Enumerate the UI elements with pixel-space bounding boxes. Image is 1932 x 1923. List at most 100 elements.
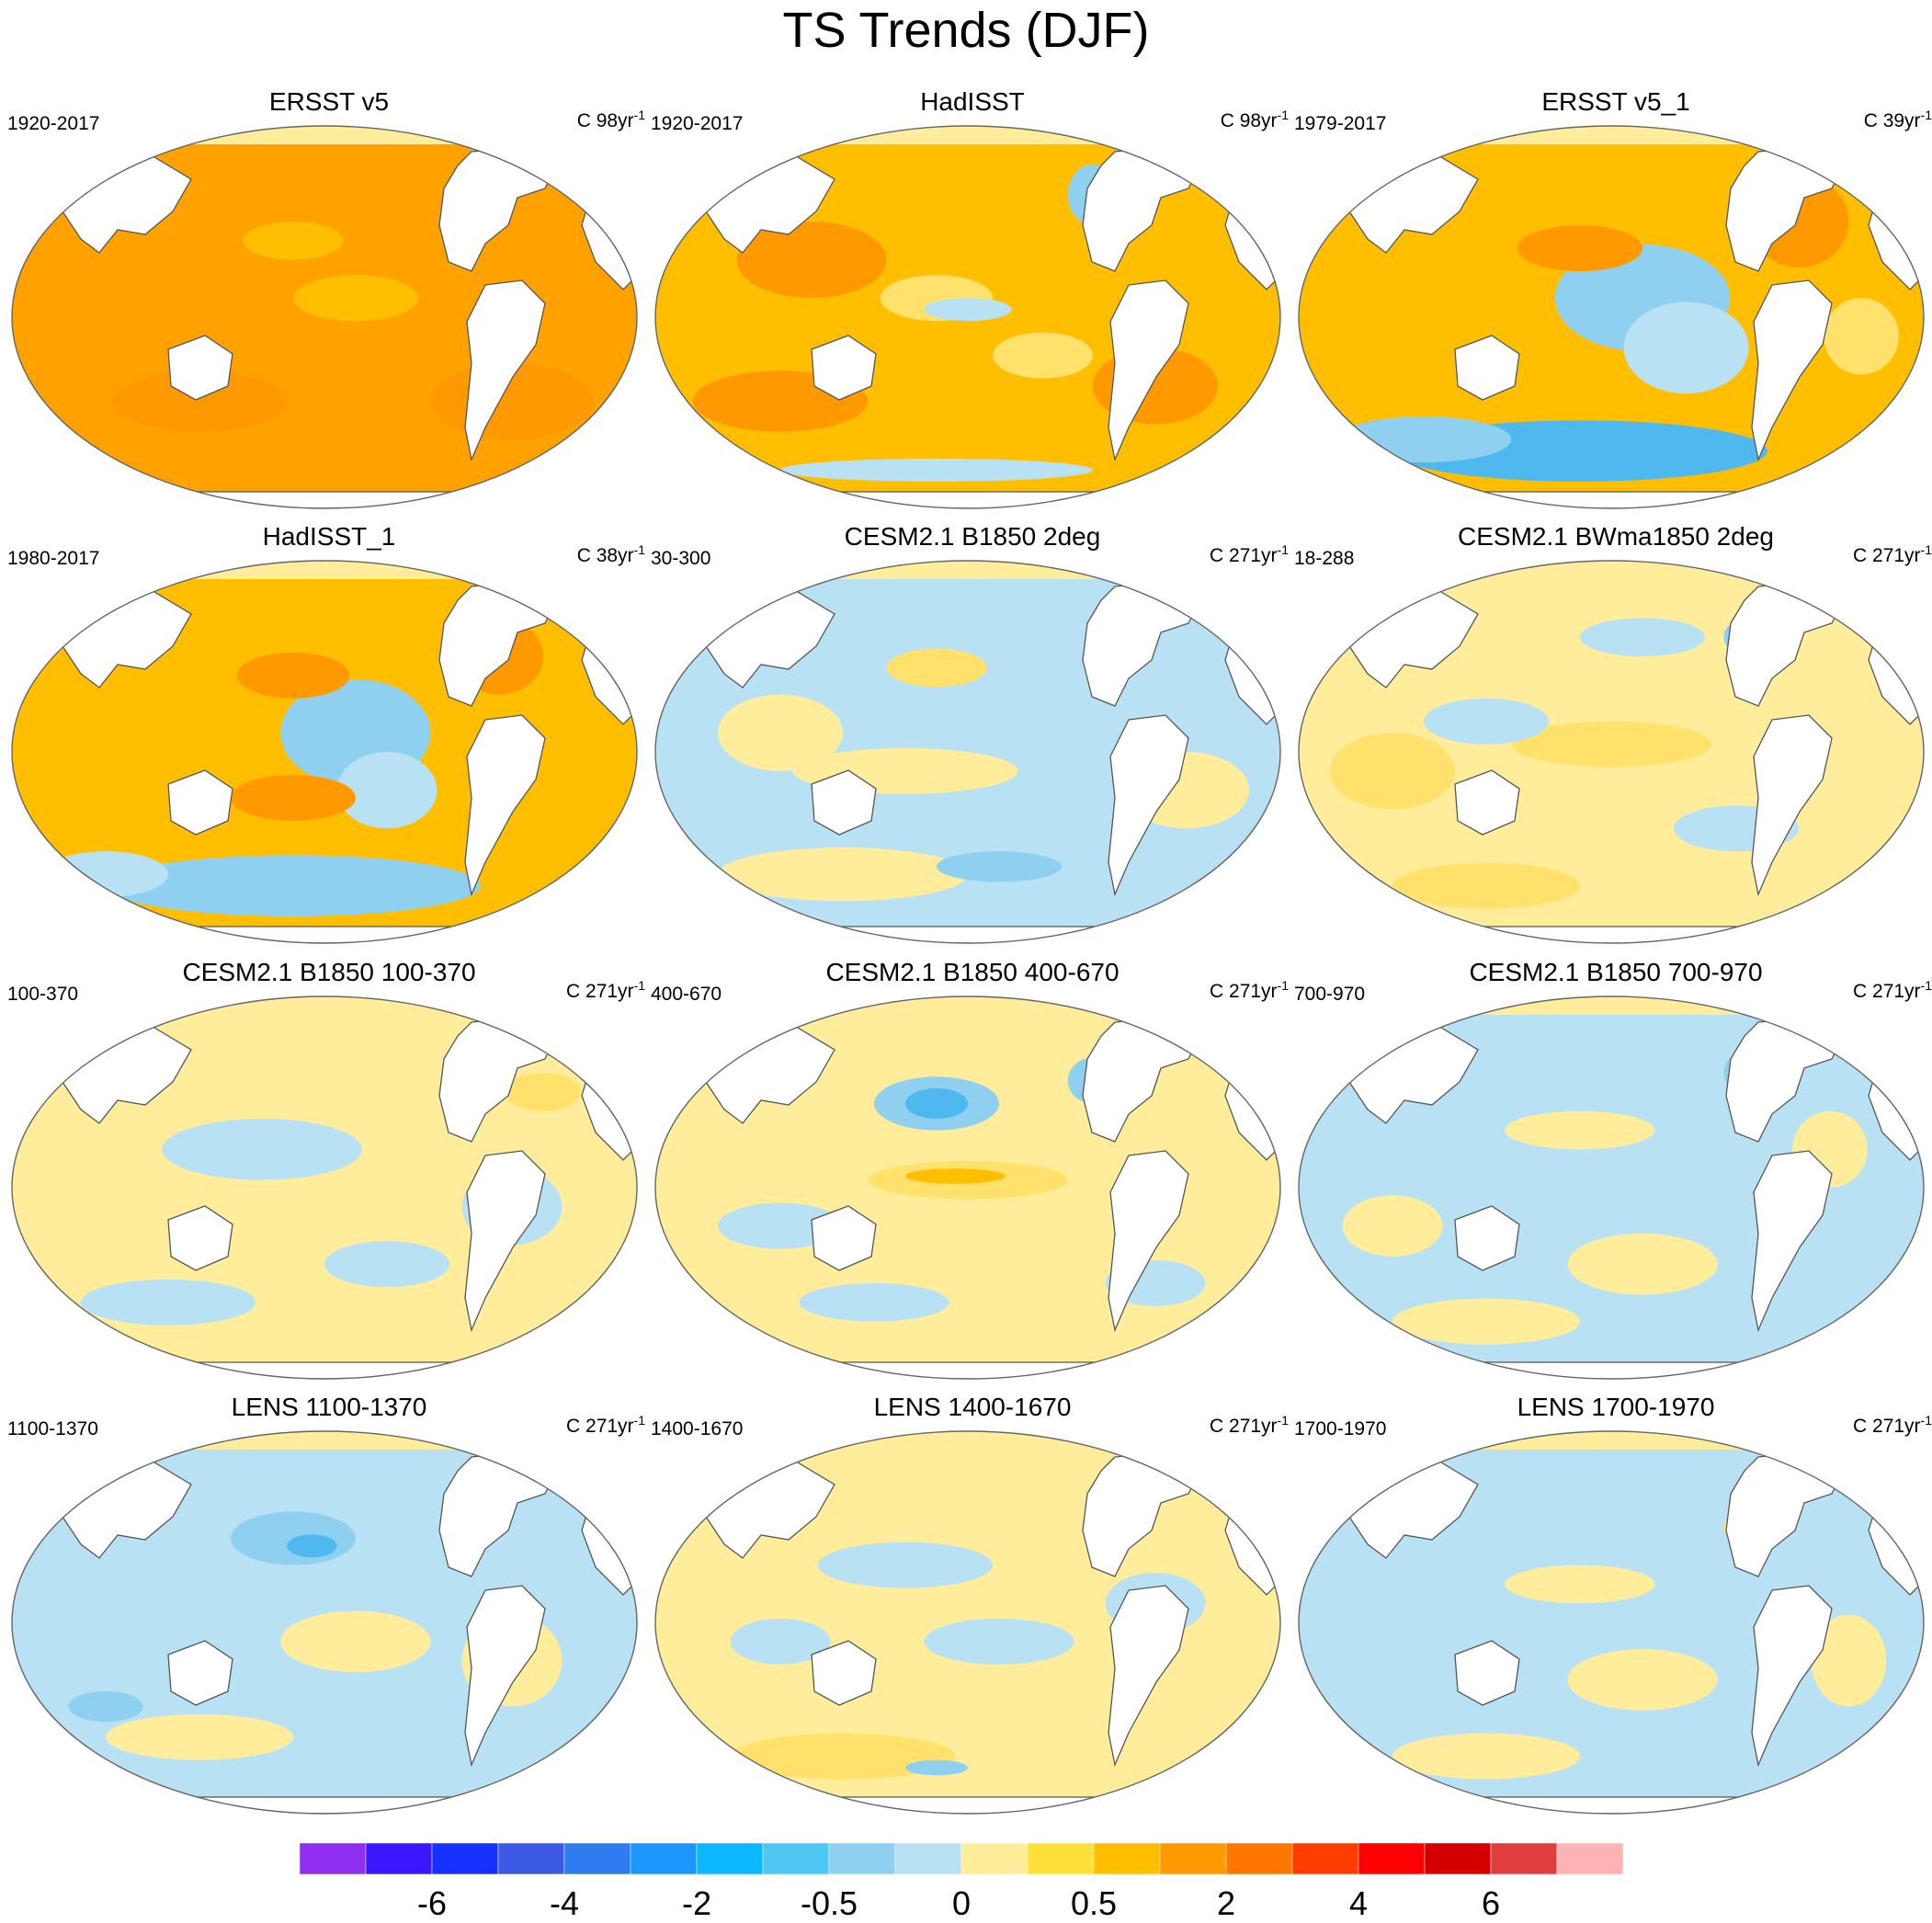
panel-period: 18-288 — [1294, 548, 1355, 569]
panel-period: 1920-2017 — [651, 113, 744, 134]
units-value: 271yr — [1872, 545, 1921, 566]
colorbar-swatch — [1490, 1842, 1558, 1875]
panel-title: HadISST — [920, 87, 1025, 116]
anomaly-region — [718, 848, 968, 902]
panel-title: HadISST_1 — [262, 522, 396, 551]
panel-units: C 271yr-1 — [1210, 1413, 1289, 1438]
panel-units: C 271yr-1 — [1853, 542, 1932, 567]
units-prefix: C — [1210, 545, 1230, 566]
units-prefix: C — [1220, 110, 1240, 131]
anomaly-region — [730, 1618, 831, 1665]
panel-period: 1400-1670 — [651, 1418, 744, 1439]
anomaly-region — [68, 1690, 143, 1723]
panel-title: LENS 1400-1670 — [873, 1393, 1072, 1421]
colorbar-swatch — [1424, 1842, 1492, 1875]
panel-title: CESM2.1 B1850 400-670 — [825, 958, 1119, 986]
panel-period: 1100-1370 — [7, 1418, 98, 1439]
anomaly-region — [106, 855, 481, 916]
anomaly-region — [336, 752, 438, 829]
anomaly-region — [780, 458, 1093, 482]
anomaly-region — [162, 1119, 362, 1180]
panel-units: C 271yr-1 — [566, 1413, 645, 1438]
map-panel: CESM2.1 B1850 400-670 400-670 C 271yr-1 — [651, 958, 1294, 1390]
colorbar-swatch — [1093, 1842, 1161, 1875]
anomaly-region — [1567, 1649, 1718, 1711]
anomaly-region — [231, 774, 356, 821]
colorbar-tick-label: -4 — [549, 1884, 579, 1922]
map-panel: CESM2.1 BWma1850 2deg 18-288 C 271yr-1 — [1294, 522, 1932, 954]
anomaly-region — [736, 222, 887, 299]
units-exponent: -1 — [1277, 542, 1289, 557]
colorbar-swatch — [828, 1842, 896, 1875]
anomaly-region — [1392, 862, 1580, 909]
units-exponent: -1 — [1920, 542, 1932, 557]
colorbar — [299, 1842, 1624, 1875]
anomaly-region — [993, 332, 1093, 379]
panel-units: C 98yr-1 — [1221, 108, 1289, 132]
anomaly-region — [1824, 298, 1899, 375]
units-exponent: -1 — [1277, 978, 1289, 993]
panel-units: C 271yr-1 — [1210, 542, 1289, 567]
units-exponent: -1 — [1277, 1413, 1289, 1428]
anomaly-region — [905, 1168, 1006, 1184]
panel-period: 1700-1970 — [1294, 1418, 1387, 1439]
anomaly-region — [1567, 1233, 1718, 1295]
units-exponent: -1 — [1920, 1413, 1932, 1428]
anomaly-region — [1392, 1298, 1580, 1345]
units-exponent: -1 — [1920, 978, 1932, 993]
anomaly-region — [905, 1759, 968, 1776]
units-exponent: -1 — [633, 542, 645, 557]
units-value: 271yr — [1229, 545, 1278, 566]
anomaly-region — [243, 222, 344, 260]
globe-map — [654, 1430, 1281, 1815]
colorbar-swatch — [696, 1842, 764, 1875]
units-value: 271yr — [1229, 1416, 1278, 1437]
anomaly-region — [111, 370, 288, 432]
anomaly-region — [1342, 1195, 1443, 1257]
map-panel: CESM2.1 B1850 2deg 30-300 C 271yr-1 — [651, 522, 1294, 954]
globe-map — [11, 560, 638, 944]
panel-title: ERSST v5 — [268, 87, 390, 116]
panel-title: CESM2.1 B1850 2deg — [844, 522, 1101, 551]
units-prefix: C — [566, 981, 586, 1002]
anomaly-region — [937, 851, 1062, 882]
units-value: 98yr — [596, 110, 634, 131]
anomaly-region — [817, 1542, 994, 1588]
panel-units: C 98yr-1 — [577, 108, 645, 132]
map-panel: LENS 1100-1370 1100-1370 C 271yr-1 — [7, 1393, 651, 1825]
globe-map — [11, 125, 638, 509]
anomaly-region — [718, 1202, 843, 1249]
anomaly-region — [324, 1241, 449, 1288]
panel-period: 700-970 — [1294, 984, 1366, 1005]
anomaly-region — [287, 1534, 337, 1558]
anomaly-region — [43, 851, 168, 898]
map-panel: HadISST_1 1980-2017 C 38yr-1 — [7, 522, 651, 954]
anomaly-region — [280, 1610, 431, 1673]
colorbar-swatch — [497, 1842, 565, 1875]
anomaly-region — [506, 1073, 581, 1111]
colorbar-swatch — [299, 1842, 367, 1875]
panel-title: CESM2.1 BWma1850 2deg — [1458, 522, 1774, 551]
colorbar-swatch — [894, 1842, 962, 1875]
units-prefix: C — [1853, 545, 1873, 566]
units-exponent: -1 — [633, 978, 645, 993]
colorbar-swatch — [1225, 1842, 1293, 1875]
anomaly-region — [1330, 733, 1455, 810]
colorbar-tick-label: 4 — [1348, 1884, 1369, 1922]
units-prefix: C — [576, 545, 597, 566]
colorbar-swatch — [1291, 1842, 1359, 1875]
panel-units: C 271yr-1 — [1853, 1413, 1932, 1438]
panel-title: LENS 1100-1370 — [231, 1393, 427, 1421]
colorbar-swatch — [431, 1842, 499, 1875]
globe-map — [1298, 1430, 1925, 1815]
anomaly-region — [236, 652, 350, 699]
map-panel: CESM2.1 B1850 100-370 100-370 C 271yr-1 — [7, 958, 651, 1390]
colorbar-swatch — [960, 1842, 1029, 1875]
globe-map — [1298, 560, 1925, 944]
panel-units: C 271yr-1 — [1210, 978, 1289, 1003]
anomaly-region — [799, 1283, 949, 1322]
panel-period: 30-300 — [651, 548, 711, 569]
anomaly-region — [1580, 618, 1705, 656]
globe-map — [11, 1430, 638, 1815]
globe-map — [654, 996, 1281, 1380]
